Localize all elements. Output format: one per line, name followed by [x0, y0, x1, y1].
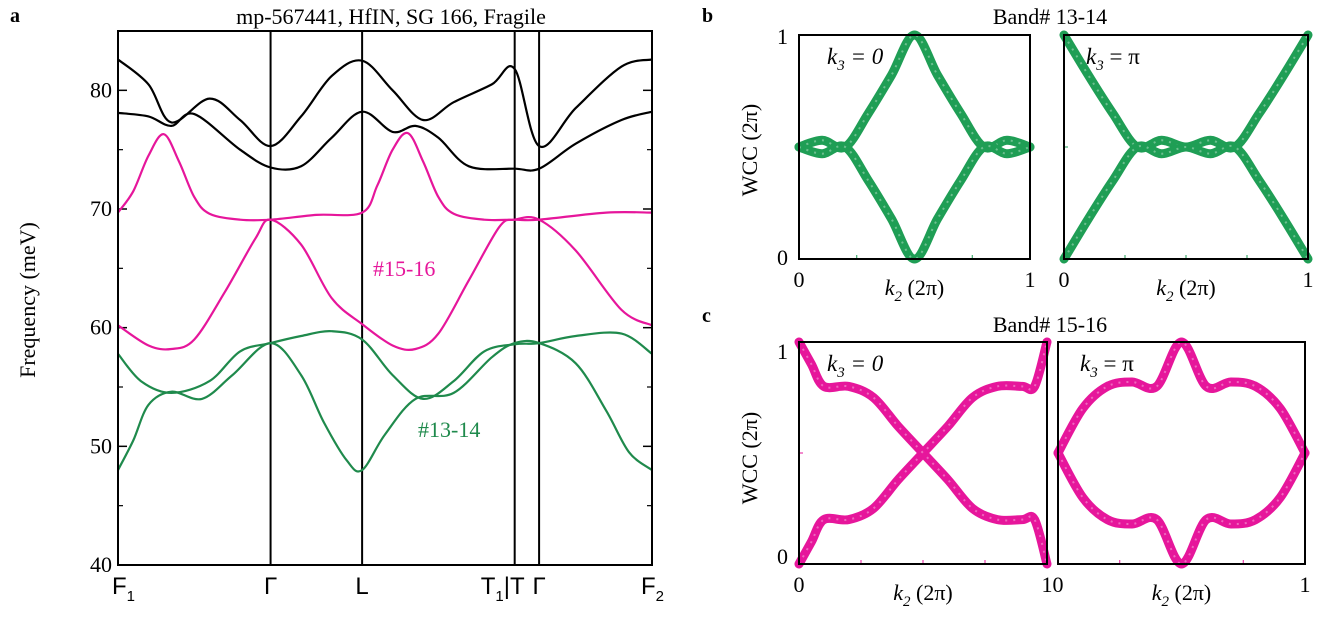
panel-a-frame: [117, 30, 653, 566]
kpoint-label: L: [355, 573, 368, 600]
wcc-x-tick-1: 1: [1300, 572, 1311, 597]
panel-b-ylabel: WCC (2π): [737, 104, 762, 196]
wcc-x-tick-1: 1: [1025, 267, 1036, 292]
panel-c-letter: c: [702, 305, 711, 327]
panel-c: c Band# 15-16 WCC (2π) 1 0: [702, 305, 1107, 569]
panel-c-ylabel: WCC (2π): [737, 412, 762, 504]
band-curve: [117, 339, 653, 473]
wcc-band-texture: [798, 341, 1048, 565]
wcc-x-tick-0: 0: [794, 267, 805, 292]
kpoint-label: Γ: [264, 573, 277, 600]
band-curve: [117, 110, 653, 172]
wcc-xlabel: k2 (2π): [885, 275, 945, 305]
wcc-subplot: k3 = 0 0 1 k2 (2π): [794, 30, 1036, 305]
y-tick-label: 40: [90, 552, 112, 577]
kpoint-label: T1|T: [481, 573, 525, 605]
wcc-xlabel: k2 (2π): [893, 580, 953, 610]
band-label-13-14: #13-14: [418, 417, 480, 442]
panel-a-ylabel: Frequency (meV): [15, 222, 40, 378]
wcc-xlabel: k2 (2π): [1152, 580, 1212, 610]
wcc-frame: [798, 34, 1031, 260]
panel-a-band-curves: [117, 58, 653, 473]
band-curve: [117, 131, 653, 222]
wcc-subplots: k3 = 00 1k2 (2π)k3 = π0 1k2 (2π)k3 = 00 1k2…: [794, 30, 1314, 610]
wcc-band: [1059, 141, 1313, 264]
kpoint-label: Γ: [532, 573, 545, 600]
wcc-frame: [1057, 341, 1306, 565]
wcc-frame: [1063, 34, 1309, 260]
wcc-x-tick-1: 1: [1042, 572, 1053, 597]
y-tick-label: 50: [90, 433, 112, 458]
panel-a-y-ticks: 40 50 60 70 80: [90, 30, 652, 577]
wcc-subplot: k3 = π 0 1 k2 (2π): [1059, 30, 1314, 305]
panel-b-tick-y1: 1: [777, 24, 788, 49]
wcc-xlabel: k2 (2π): [1156, 275, 1216, 305]
kpoint-label: F2: [641, 573, 664, 605]
panel-a: a mp-567441, HfIN, SG 166, Fragile Frequ…: [10, 4, 664, 605]
k3-label: k3 = π: [1080, 351, 1134, 381]
k3-label: k3 = 0: [827, 351, 884, 381]
k3-label: k3 = 0: [827, 44, 884, 74]
band-curve: [117, 216, 653, 351]
panel-b: b Band# 13-14 WCC (2π) 1 0: [702, 4, 1107, 270]
panel-c-tick-y0: 0: [777, 544, 788, 569]
wcc-band: [794, 337, 1052, 569]
band-curve: [117, 58, 653, 149]
panel-c-title: Band# 15-16: [993, 312, 1107, 337]
panel-a-kpoint-lines: [269, 31, 541, 565]
wcc-band-texture: [1063, 144, 1309, 260]
wcc-x-tick-1: 1: [1303, 267, 1314, 292]
y-tick-label: 70: [90, 196, 112, 221]
wcc-subplot: k3 = π 0 1 k2 (2π): [1053, 337, 1311, 610]
panel-a-title: mp-567441, HfIN, SG 166, Fragile: [236, 4, 546, 29]
panel-a-letter: a: [10, 5, 20, 27]
kpoint-label: F1: [112, 573, 135, 605]
panel-c-tick-y1: 1: [777, 339, 788, 364]
wcc-x-tick-0: 0: [1053, 572, 1064, 597]
wcc-x-tick-0: 0: [794, 572, 805, 597]
wcc-subplot: k3 = 0 0 1 k2 (2π): [794, 337, 1053, 610]
y-tick-label: 60: [90, 315, 112, 340]
panel-a-kpoint-labels: F1 Γ L T1|T Γ F2: [112, 573, 664, 605]
wcc-band: [1059, 30, 1313, 153]
panel-b-letter: b: [702, 5, 713, 27]
wcc-band: [1053, 337, 1310, 458]
y-tick-label: 80: [90, 77, 112, 102]
wcc-band: [794, 141, 1035, 264]
band-label-15-16: #15-16: [373, 256, 435, 281]
panel-b-title: Band# 13-14: [993, 4, 1107, 29]
band-curve: [117, 330, 653, 401]
panel-b-tick-y0: 0: [777, 245, 788, 270]
k3-label: k3 = π: [1086, 44, 1140, 74]
wcc-band: [1053, 448, 1310, 569]
wcc-band-texture: [798, 341, 1048, 565]
wcc-band-texture: [798, 144, 1031, 261]
wcc-frame: [798, 341, 1048, 565]
wcc-x-tick-0: 0: [1059, 267, 1070, 292]
